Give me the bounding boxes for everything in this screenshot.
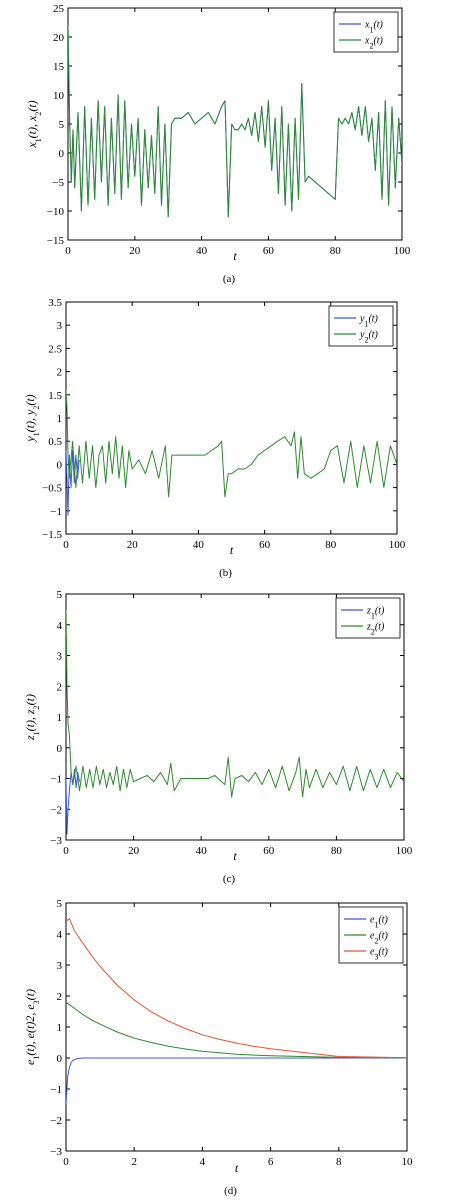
y-tick-label: 3 <box>57 320 63 332</box>
y-axis-label: z1(t), z2(t) <box>23 694 41 741</box>
y-tick-label: 0.5 <box>48 436 62 448</box>
panel-caption: (c) <box>223 873 236 885</box>
chart-panel-1: 0 20 40 60 80 100 −1.5 −1 −0.5 0 0.5 1 1.5 2 2.5 3 3.5 y1… <box>23 297 406 579</box>
x-axis-label: t <box>230 543 234 557</box>
y-tick-label: 1 <box>57 1022 63 1034</box>
series-line-e1t <box>66 1057 407 1105</box>
y-tick-label: 25 <box>53 3 65 15</box>
y-tick-label: 4 <box>57 620 63 632</box>
x-tick-label: 40 <box>193 539 205 551</box>
y-tick-label: 3 <box>57 651 63 663</box>
y-axis-label: y1(t), y2(t) <box>23 394 41 442</box>
x-tick-label: 40 <box>196 845 208 857</box>
x-tick-label: 40 <box>196 245 208 257</box>
y-tick-label: 1 <box>57 413 63 425</box>
y-tick-label: 1 <box>57 712 63 724</box>
series-line-e2t <box>66 1001 407 1059</box>
x-tick-label: 0 <box>65 245 71 257</box>
y-tick-label: 5 <box>59 119 65 131</box>
legend-label: e3(t) <box>370 947 389 962</box>
y-tick-label: −1 <box>50 1084 62 1096</box>
y-tick-label: 5 <box>57 898 63 910</box>
chart-panel-0: 0 20 40 60 80 100 −15 −10 −5 0 5 10 15 20 25 x1(t)x2(t)… <box>25 3 411 285</box>
x-tick-label: 100 <box>389 539 406 551</box>
y-tick-label: 2 <box>57 991 63 1003</box>
y-tick-label: −5 <box>52 177 64 189</box>
x-tick-label: 100 <box>394 245 411 257</box>
x-tick-label: 8 <box>336 1156 342 1168</box>
y-tick-label: 3.5 <box>48 297 62 309</box>
y-tick-label: 0 <box>57 1053 63 1065</box>
y-tick-label: 15 <box>53 61 65 73</box>
series-line-e3t <box>66 918 407 1059</box>
y-tick-label: 5 <box>57 589 63 601</box>
y-axis-label: e1(t), e(t)2, e3(t) <box>23 989 41 1065</box>
legend-label: e2(t) <box>370 931 389 946</box>
y-tick-label: −3 <box>50 1146 62 1158</box>
y-tick-label: 3 <box>57 960 63 972</box>
panel-caption: (a) <box>223 273 236 285</box>
y-tick-label: 10 <box>53 90 65 102</box>
y-tick-label: 2 <box>57 367 63 379</box>
legend-label: z2(t) <box>366 622 385 637</box>
x-axis-label: t <box>233 849 237 863</box>
x-axis-label: t <box>233 249 237 263</box>
y-axis-label: x1(t), x2(t) <box>25 100 43 148</box>
x-tick-label: 100 <box>396 845 413 857</box>
y-tick-label: 0 <box>59 148 65 160</box>
x-tick-label: 80 <box>331 845 343 857</box>
legend-label: x2(t) <box>364 36 384 51</box>
legend-label: z1(t) <box>366 606 385 621</box>
series-line-y1t <box>66 450 80 516</box>
x-tick-label: 80 <box>330 245 342 257</box>
x-tick-label: 4 <box>200 1156 206 1168</box>
y-tick-label: −0.5 <box>42 483 62 495</box>
x-tick-label: 0 <box>63 845 69 857</box>
x-tick-label: 0 <box>63 1156 69 1168</box>
y-tick-label: −1.5 <box>42 529 62 541</box>
series-line-y2t <box>66 390 397 498</box>
series-line-z2t <box>66 609 404 798</box>
legend-label: y1(t) <box>359 314 379 329</box>
y-tick-label: 4 <box>57 929 63 941</box>
y-tick-label: 1.5 <box>48 390 62 402</box>
chart-panel-2: 0 20 40 60 80 100 −3 −2 −1 0 1 2 3 4 5 z1(t)z2(t) t z1(t)… <box>23 589 413 885</box>
y-tick-label: −15 <box>47 235 65 247</box>
legend-box <box>328 305 394 347</box>
y-tick-label: −2 <box>50 804 62 816</box>
y-tick-label: 2.5 <box>48 343 62 355</box>
legend-label: e1(t) <box>370 915 389 930</box>
x-tick-label: 0 <box>63 539 69 551</box>
x-axis-label: t <box>235 1161 239 1175</box>
y-tick-label: 2 <box>57 681 63 693</box>
y-tick-label: −1 <box>50 774 62 786</box>
x-tick-label: 2 <box>131 1156 137 1168</box>
y-tick-label: −1 <box>50 506 62 518</box>
legend-label: y2(t) <box>359 330 379 345</box>
x-tick-label: 60 <box>263 245 275 257</box>
y-tick-label: 20 <box>53 32 65 44</box>
x-tick-label: 60 <box>263 845 275 857</box>
x-tick-label: 60 <box>259 539 271 551</box>
x-tick-label: 6 <box>268 1156 274 1168</box>
x-tick-label: 80 <box>325 539 337 551</box>
x-tick-label: 20 <box>129 245 141 257</box>
panel-caption: (b) <box>219 567 232 579</box>
y-tick-label: 0 <box>57 743 63 755</box>
panel-caption: (d) <box>224 1185 237 1197</box>
y-tick-label: −2 <box>50 1115 62 1127</box>
y-tick-label: −10 <box>47 206 65 218</box>
legend-box <box>335 597 401 639</box>
x-tick-label: 10 <box>402 1156 414 1168</box>
legend-box <box>333 11 399 53</box>
y-tick-label: −3 <box>50 835 62 847</box>
x-tick-label: 20 <box>128 845 140 857</box>
series-line-x2t <box>68 25 402 218</box>
x-tick-label: 20 <box>127 539 139 551</box>
chart-panel-3: 0 2 4 6 8 10 −3 −2 −1 0 1 2 3 4 5 e1(t)e2(t)e3(t) t e1(t)… <box>23 898 413 1197</box>
y-tick-label: 0 <box>57 459 63 471</box>
legend-label: x1(t) <box>364 20 384 35</box>
